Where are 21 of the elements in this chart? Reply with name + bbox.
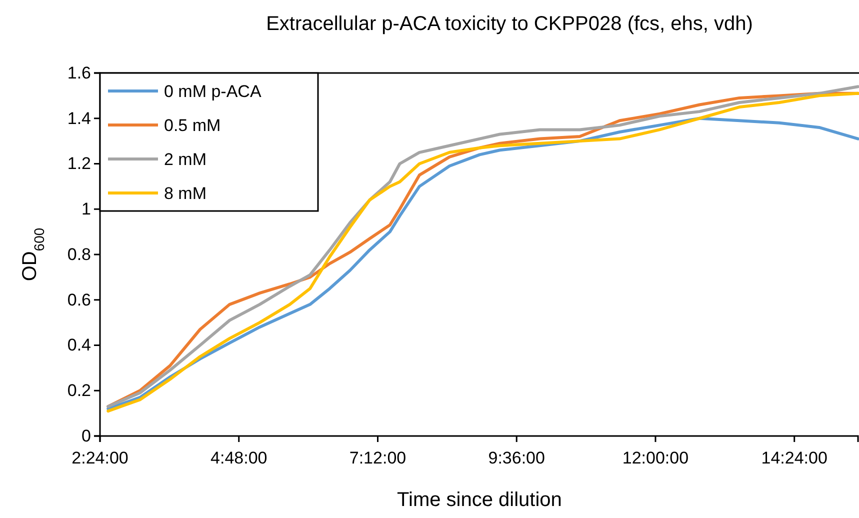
x-tick-label: 4:48:00 <box>210 448 268 468</box>
x-tick-label: 7:12:00 <box>349 448 406 468</box>
legend-label: 0.5 mM <box>164 116 221 135</box>
x-tick-label: 12:00:00 <box>622 448 689 468</box>
y-tick-label: 1.2 <box>67 154 91 174</box>
y-tick-label: 0.6 <box>67 290 91 310</box>
x-tick-label: 9:36:00 <box>488 448 545 468</box>
y-tick-label: 0.4 <box>67 336 91 355</box>
x-axis-title: Time since dilution <box>397 489 562 511</box>
chart-title: Extracellular p-ACA toxicity to CKPP028 (fcs, ehs, vdh) <box>266 13 753 35</box>
y-tick-label: 1.6 <box>67 63 91 82</box>
y-tick-label: 0.2 <box>67 381 91 400</box>
y-tick-label: 1.4 <box>67 108 91 128</box>
legend-label: 2 mM <box>164 150 206 169</box>
y-tick-label: 1 <box>82 200 91 219</box>
x-tick-label: 2:24:00 <box>72 448 128 468</box>
legend-label: 0 mM p-ACA <box>164 82 262 101</box>
y-tick-label: 0 <box>82 426 91 446</box>
legend-label: 8 mM <box>164 184 206 203</box>
x-tick-label: 14:24:00 <box>761 448 828 468</box>
y-tick-label: 0.8 <box>67 244 91 264</box>
